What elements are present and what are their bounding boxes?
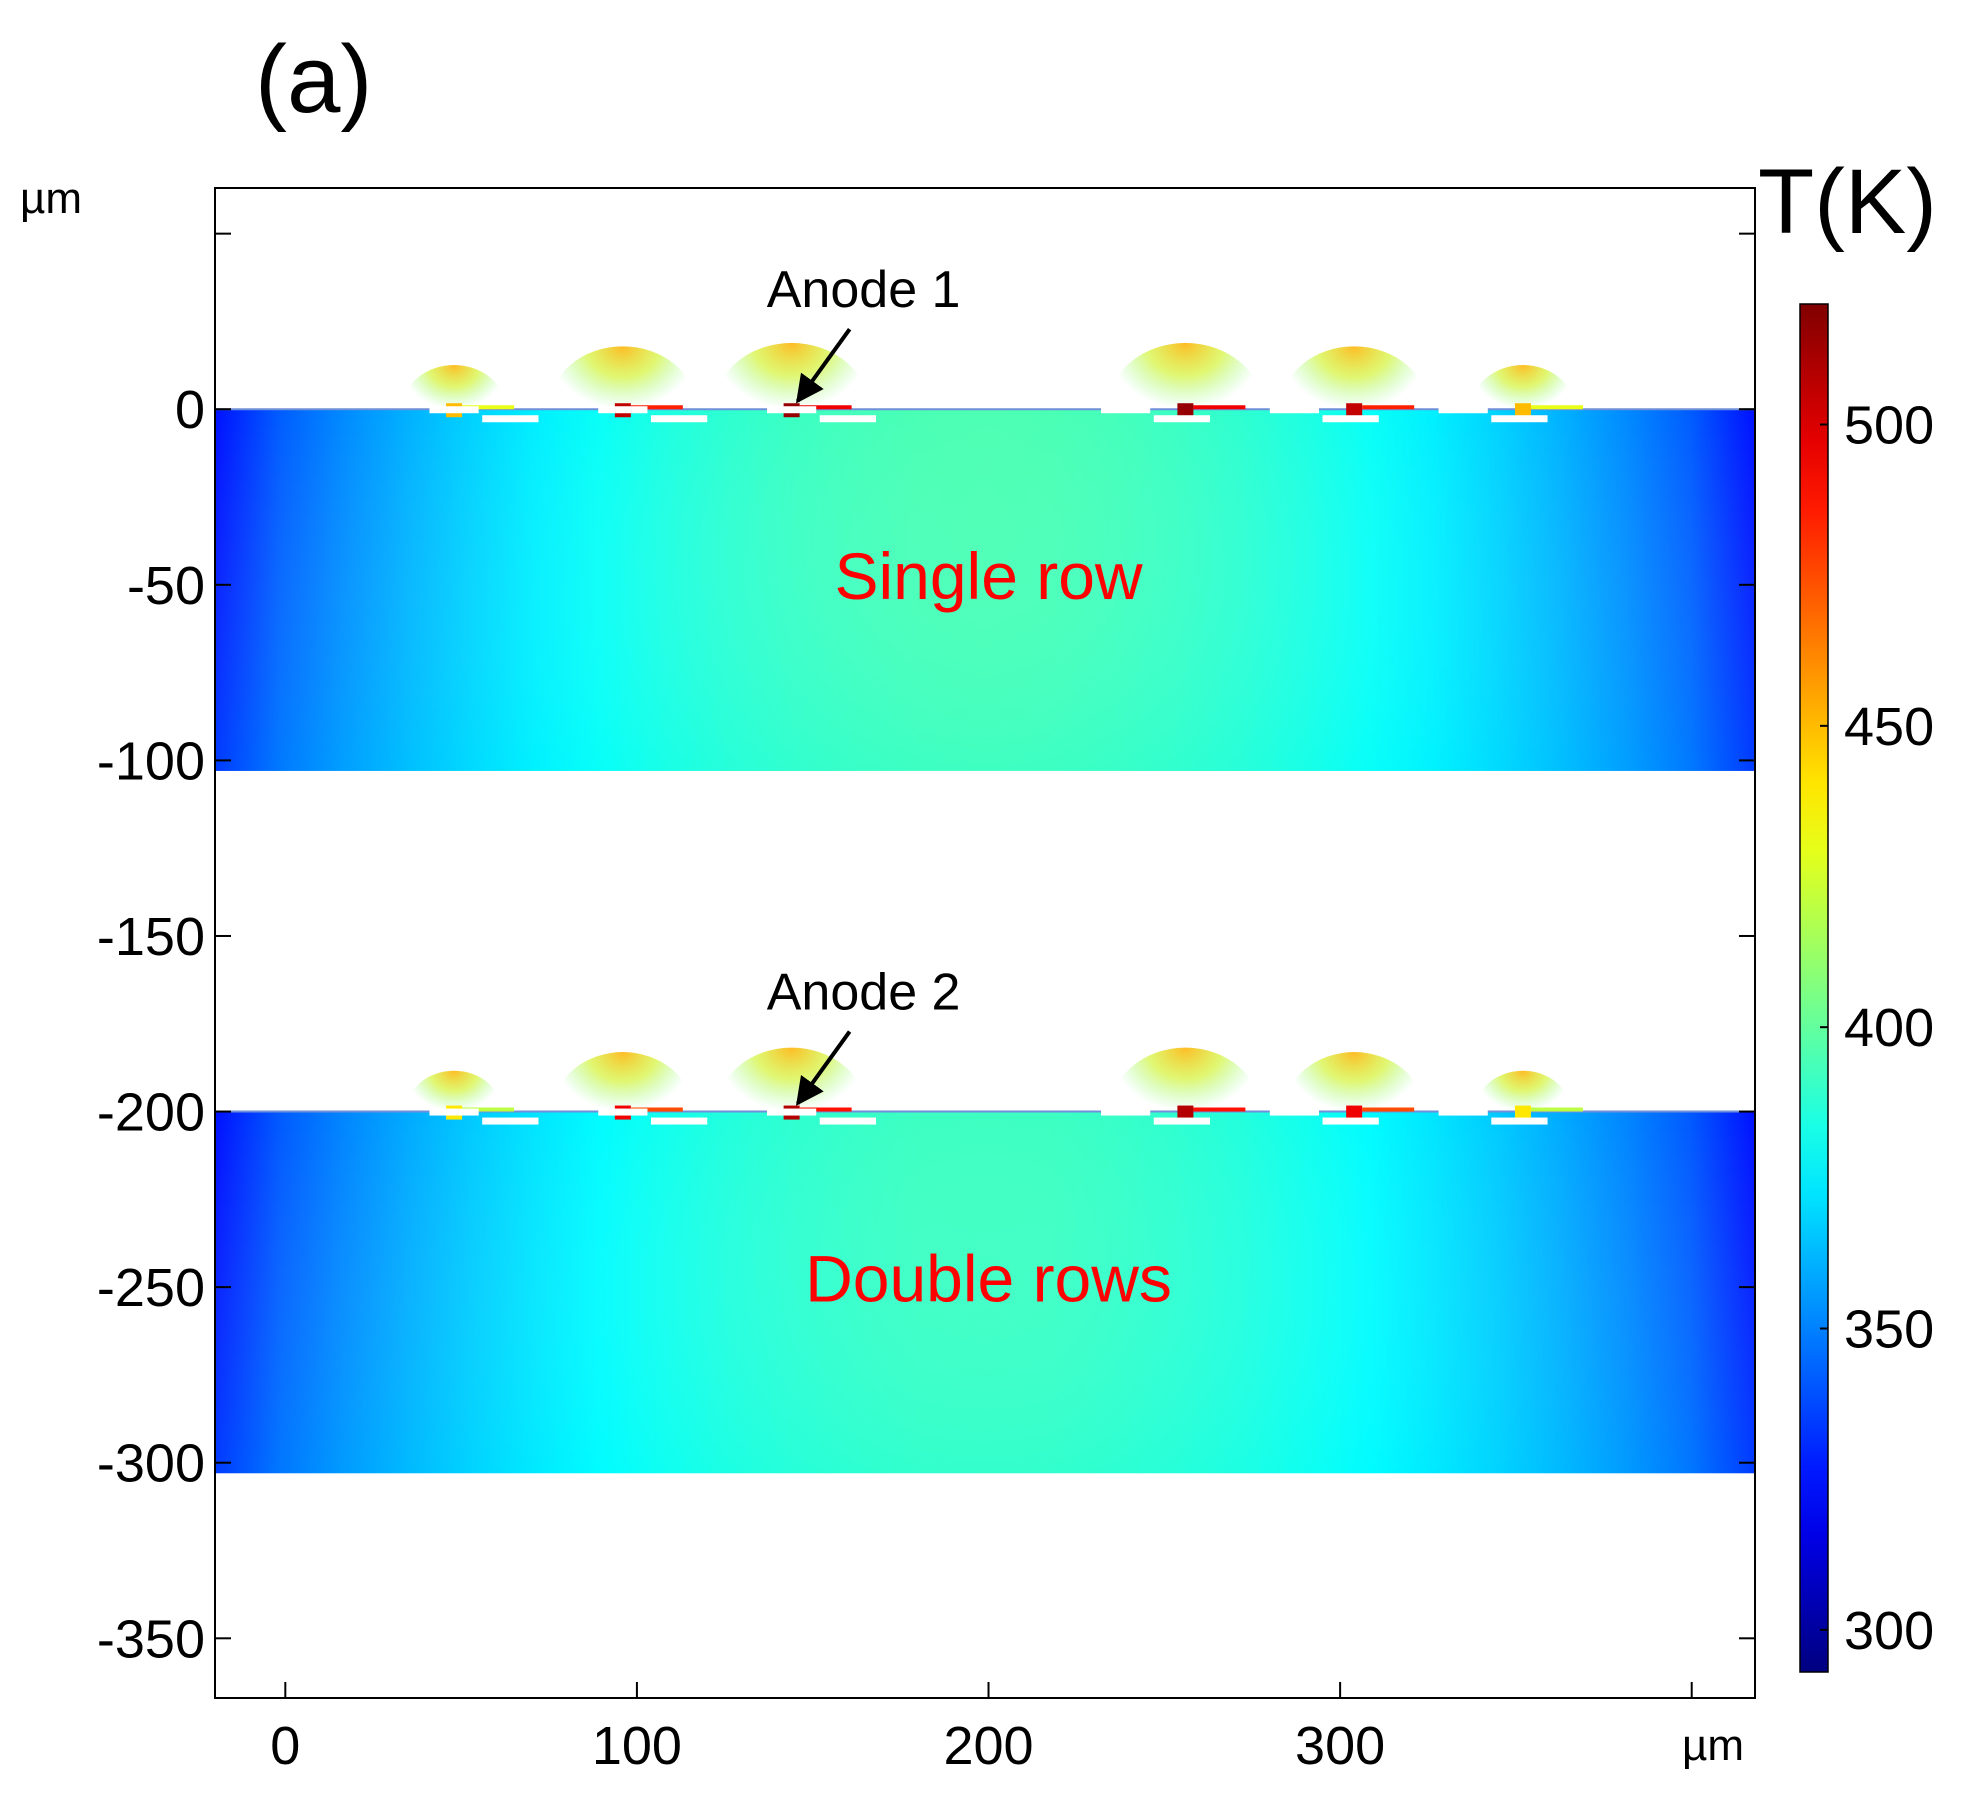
y-unit-label: µm [20,174,82,223]
electrode-gap [819,415,877,423]
plot-area: Single row Anode 1 Double rows Anode 2 [215,188,1755,1698]
electrode-gap [650,1117,708,1125]
electrode-gap [482,1117,539,1125]
electrode-gap [429,406,479,414]
axes: 0 -50 -100 -150 -200 -250 -300 -350 0 100 200 300 [97,187,1756,1776]
hotspot-core [1514,1105,1531,1120]
electrode-gap [819,1117,877,1125]
colorbar-tick-label: 300 [1844,1601,1934,1661]
hotspot-core [1514,403,1531,418]
temperature-shading [215,409,1755,771]
hotspot-core [1177,1105,1194,1120]
electrode-gap [598,406,648,414]
plot-frame [214,187,1756,1699]
x-unit-label: µm [1682,1721,1744,1770]
anode-label: Anode 2 [767,964,961,1022]
electrode-gap [1269,406,1320,414]
electrode-gap [1101,1108,1151,1116]
x-tick-label: 300 [1295,1716,1385,1776]
anode-arrow [795,328,852,404]
hotspot-core [1346,1105,1363,1120]
colorbar-gradient [1799,303,1829,1673]
colorbar: 300 350 400 450 500 [1799,303,1934,1673]
electrode-gap [1438,406,1488,414]
panel-label: (a) [255,26,372,133]
y-tick-label: -300 [97,1434,205,1494]
region-double-rows: Double rows Anode 2 [215,964,1755,1474]
hotspot-core [1177,403,1194,418]
y-tick-label: -250 [97,1258,205,1318]
hotspot-core [1346,403,1363,418]
x-tick-label: 0 [270,1716,300,1776]
electrode-gap [1491,415,1548,423]
region-label: Double rows [805,1242,1172,1316]
anode-arrow [795,1030,852,1106]
colorbar-tick-label: 450 [1844,697,1934,757]
colorbar-title: T(K) [1758,151,1937,253]
temperature-shading [215,1111,1755,1474]
electrode-gap [1269,1108,1320,1116]
colorbar-tick-label: 500 [1844,396,1934,456]
electrode-gap [767,406,817,414]
y-tick-label: -200 [97,1083,205,1143]
region-label: Single row [834,539,1142,613]
electrode-gap [1438,1108,1488,1116]
y-tick-label: -50 [127,556,205,616]
electrode-gap [1153,1117,1211,1125]
electrode-gap [650,415,708,423]
colorbar-tick-label: 350 [1844,1299,1934,1359]
electrode-gap [598,1108,648,1116]
electrode-gap [1322,1117,1379,1125]
electrode-gap [767,1108,817,1116]
colorbar-tick-label: 400 [1844,998,1934,1058]
electrode-gap [482,415,539,423]
y-tick-label: -100 [97,731,205,791]
electrode-gap [1491,1117,1548,1125]
y-tick-label: 0 [175,380,205,440]
x-tick-label: 100 [592,1716,682,1776]
y-tick-label: -150 [97,907,205,967]
electrode-gap [1153,415,1211,423]
electrode-gap [429,1108,479,1116]
x-tick-label: 200 [943,1716,1033,1776]
anode-label: Anode 1 [767,261,961,319]
electrode-gap [1322,415,1379,423]
region-single-row: Single row Anode 1 [215,261,1755,771]
y-tick-label: -350 [97,1609,205,1669]
electrode-gap [1101,406,1151,414]
